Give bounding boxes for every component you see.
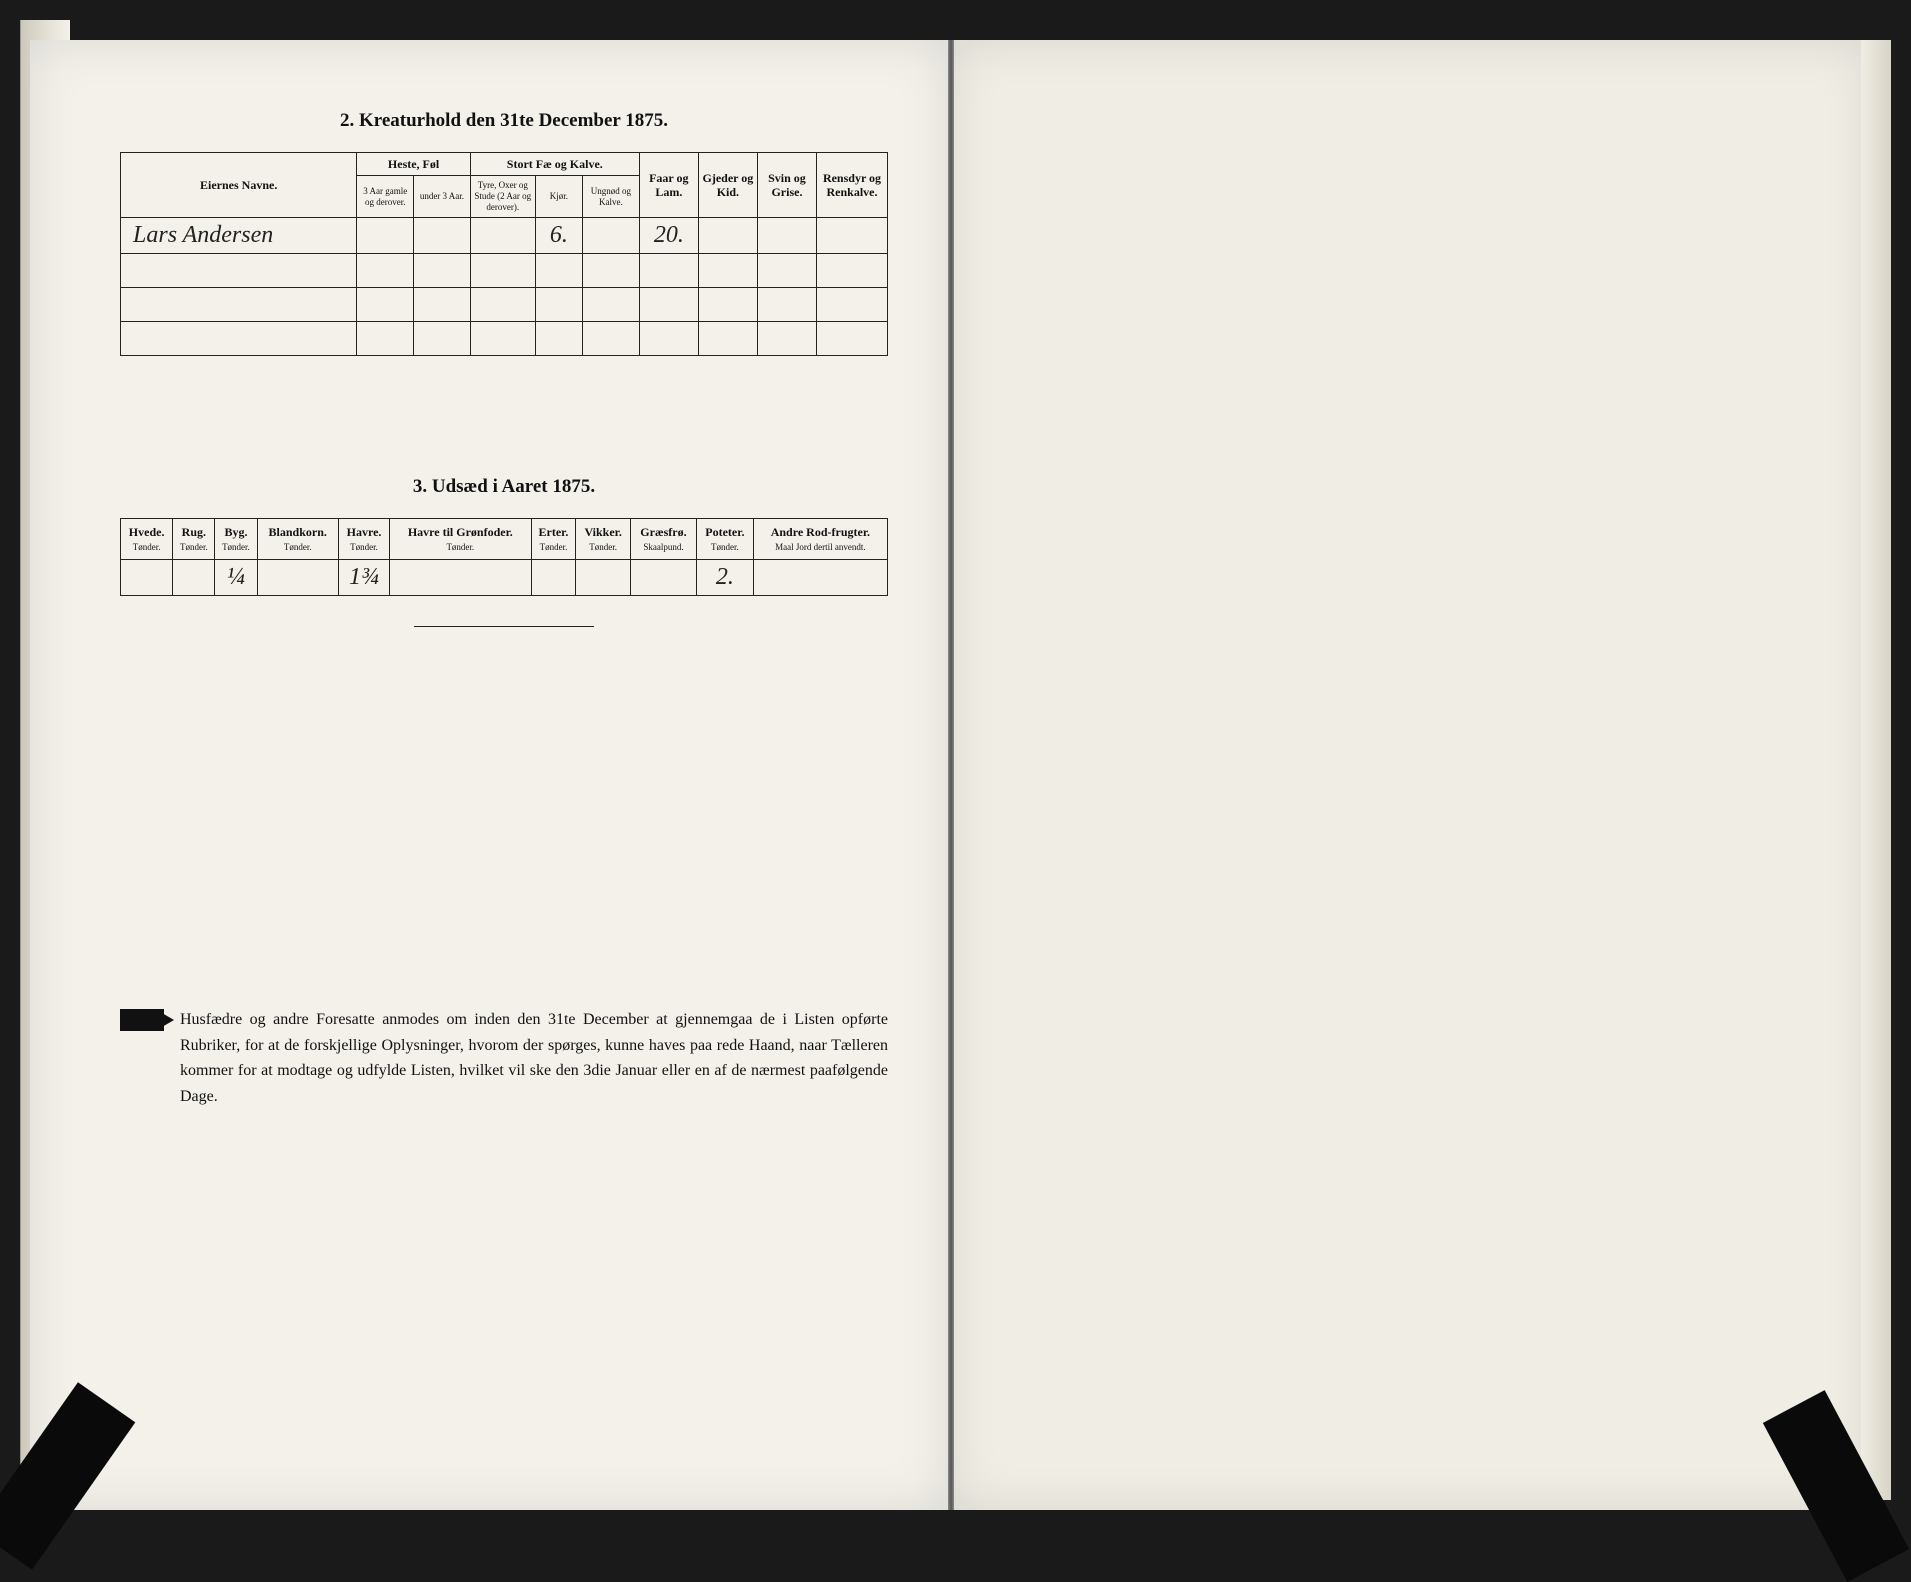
col-heste: Heste, Føl — [357, 153, 470, 176]
cell — [817, 253, 888, 287]
cell: ¼ — [215, 559, 257, 595]
left-page: 2. Kreaturhold den 31te December 1875. E… — [30, 40, 950, 1510]
cell — [357, 321, 414, 355]
col-havre-gron: Havre til Grønfoder.Tønder. — [390, 518, 531, 559]
sowing-table: Hvede.Tønder. Rug.Tønder. Byg.Tønder. Bl… — [120, 518, 888, 596]
cell — [698, 217, 757, 253]
cell — [639, 287, 698, 321]
cell — [817, 287, 888, 321]
cell — [639, 253, 698, 287]
cell — [470, 217, 535, 253]
cell — [257, 559, 338, 595]
divider — [414, 626, 594, 627]
col-vikker: Vikker.Tønder. — [576, 518, 631, 559]
col-blandkorn: Blandkorn.Tønder. — [257, 518, 338, 559]
cell — [817, 217, 888, 253]
right-page — [950, 40, 1870, 1510]
col-heste-1: 3 Aar gamle og derover. — [357, 176, 414, 217]
livestock-rows: Lars Andersen 6. 20. — [121, 217, 888, 355]
table-row — [121, 287, 888, 321]
col-faar: Faar og Lam. — [639, 153, 698, 218]
cell — [817, 321, 888, 355]
col-svin: Svin og Grise. — [757, 153, 816, 218]
pointing-hand-icon — [120, 1009, 164, 1031]
cell — [414, 321, 471, 355]
book-spine — [948, 40, 954, 1510]
col-stort-3: Ungnød og Kalve. — [583, 176, 640, 217]
table-row: ¼ 1¾ 2. — [121, 559, 888, 595]
col-rensdyr: Rensdyr og Renkalve. — [817, 153, 888, 218]
cell — [757, 217, 816, 253]
section-2-title: 3. Udsæd i Aaret 1875. — [120, 476, 888, 498]
col-stort-2: Kjør. — [535, 176, 582, 217]
sowing-header-row: Hvede.Tønder. Rug.Tønder. Byg.Tønder. Bl… — [121, 518, 888, 559]
col-erter: Erter.Tønder. — [531, 518, 576, 559]
table-row — [121, 321, 888, 355]
cell — [639, 321, 698, 355]
cell: 6. — [535, 217, 582, 253]
cell — [757, 253, 816, 287]
cell — [583, 217, 640, 253]
cell — [173, 559, 215, 595]
cell — [414, 217, 471, 253]
col-gjeder: Gjeder og Kid. — [698, 153, 757, 218]
table-row: Lars Andersen 6. 20. — [121, 217, 888, 253]
cell — [121, 559, 173, 595]
table-row — [121, 253, 888, 287]
cell — [535, 321, 582, 355]
cell — [630, 559, 696, 595]
cell: 2. — [696, 559, 753, 595]
col-hvede: Hvede.Tønder. — [121, 518, 173, 559]
right-page-stack — [1861, 40, 1891, 1500]
cell — [583, 253, 640, 287]
cell — [757, 321, 816, 355]
cell — [698, 287, 757, 321]
cell — [531, 559, 576, 595]
col-rodfrugter: Andre Rod-frugter.Maal Jord dertil anven… — [753, 518, 887, 559]
section-1-title: 2. Kreaturhold den 31te December 1875. — [120, 110, 888, 132]
cell — [698, 253, 757, 287]
cell — [470, 287, 535, 321]
col-poteter: Poteter.Tønder. — [696, 518, 753, 559]
cell — [698, 321, 757, 355]
col-byg: Byg.Tønder. — [215, 518, 257, 559]
col-havre: Havre.Tønder. — [338, 518, 389, 559]
cell — [121, 253, 357, 287]
cell — [357, 217, 414, 253]
cell — [535, 287, 582, 321]
col-heste-2: under 3 Aar. — [414, 176, 471, 217]
cell — [121, 287, 357, 321]
cell — [470, 321, 535, 355]
cell: 1¾ — [338, 559, 389, 595]
owner-name: Lars Andersen — [121, 217, 357, 253]
cell — [535, 253, 582, 287]
col-rug: Rug.Tønder. — [173, 518, 215, 559]
livestock-table: Eiernes Navne. Heste, Føl Stort Fæ og Ka… — [120, 152, 888, 356]
cell — [357, 253, 414, 287]
cell — [414, 287, 471, 321]
footer-note: Husfædre og andre Foresatte anmodes om i… — [120, 1007, 888, 1109]
col-graesfro: Græsfrø.Skaalpund. — [630, 518, 696, 559]
cell — [576, 559, 631, 595]
cell — [470, 253, 535, 287]
footer-text: Husfædre og andre Foresatte anmodes om i… — [180, 1011, 888, 1105]
cell — [583, 321, 640, 355]
col-stort-1: Tyre, Oxer og Stude (2 Aar og derover). — [470, 176, 535, 217]
cell — [357, 287, 414, 321]
col-stort: Stort Fæ og Kalve. — [470, 153, 639, 176]
open-book: 2. Kreaturhold den 31te December 1875. E… — [30, 40, 1880, 1510]
cell — [414, 253, 471, 287]
cell — [390, 559, 531, 595]
cell — [583, 287, 640, 321]
cell — [121, 321, 357, 355]
cell — [753, 559, 887, 595]
cell: 20. — [639, 217, 698, 253]
cell — [757, 287, 816, 321]
col-name: Eiernes Navne. — [121, 153, 357, 218]
